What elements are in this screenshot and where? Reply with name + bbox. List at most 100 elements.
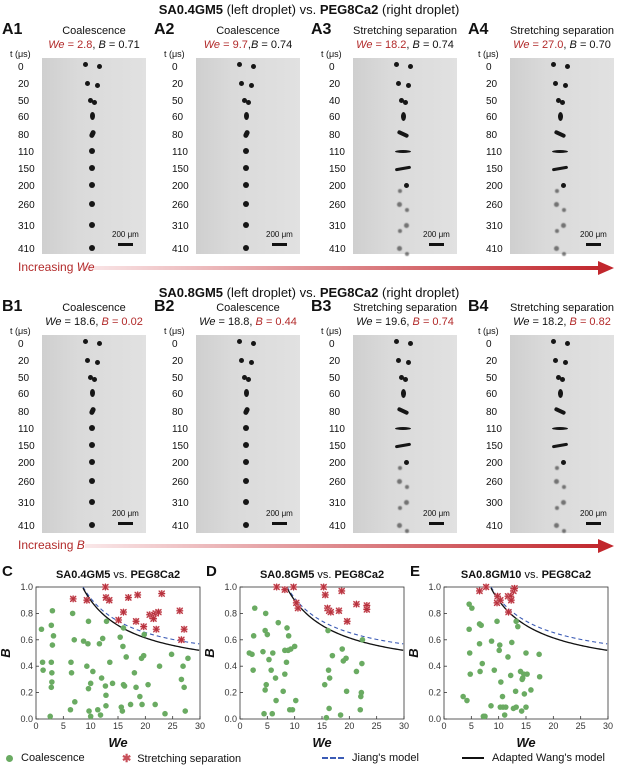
regime-label: Stretching separation xyxy=(510,302,614,314)
droplet xyxy=(238,80,244,86)
time-stamp: 410 xyxy=(172,244,189,255)
droplet xyxy=(407,340,413,346)
coalescence-point xyxy=(85,640,91,647)
separator: , xyxy=(247,39,251,51)
asterisk-marker xyxy=(482,583,490,591)
droplet xyxy=(564,63,570,69)
row-a-left-material: SA0.4GM5 xyxy=(158,2,224,17)
time-axis-label: t (μs) xyxy=(478,49,499,59)
arrow-head-icon xyxy=(598,539,614,553)
droplet xyxy=(243,182,249,188)
time-stamp: 110 xyxy=(329,424,345,435)
time-stamp: 50 xyxy=(486,373,498,384)
coalescence-point xyxy=(121,683,128,689)
scatter-plot: 0 5 10 15 20 25 30 0.0 0.2 0.4 0.6 0.8 1.0 We B xyxy=(406,582,613,750)
stretching-separation-point xyxy=(494,592,502,600)
coalescence-point xyxy=(180,663,186,669)
stretching-separation-point xyxy=(327,608,335,616)
stretching-separation-point xyxy=(507,596,515,604)
time-stamp: 260 xyxy=(486,200,503,211)
coalescence-point xyxy=(261,710,267,717)
droplet xyxy=(91,99,97,105)
coalescence-point xyxy=(498,679,504,685)
scale-bar xyxy=(586,243,601,246)
coalescence-point xyxy=(84,663,90,669)
asterisk-marker xyxy=(140,623,148,631)
time-stamp: 310 xyxy=(18,221,35,232)
coalescence-point xyxy=(272,675,279,681)
row-b-title-text: (left droplet) vs. xyxy=(223,285,320,300)
time-stamps: 0 20 50 60 80 110 150 200 260 310 410 xyxy=(18,335,48,533)
coalescence-point xyxy=(523,704,529,710)
droplet xyxy=(241,374,247,380)
droplet xyxy=(555,374,561,380)
stretching-separation-point xyxy=(352,600,360,608)
coalescence-point xyxy=(107,659,113,666)
droplet xyxy=(242,406,250,416)
coalescence-point xyxy=(119,708,126,714)
droplet xyxy=(407,63,413,69)
coalescence-point xyxy=(478,622,484,629)
high-speed-image-sequence: 200 μm xyxy=(42,335,146,533)
asterisk-marker xyxy=(115,616,123,624)
time-stamp: 150 xyxy=(486,441,503,452)
droplet xyxy=(562,82,568,88)
droplet xyxy=(555,506,559,510)
stretching-separation-point xyxy=(338,587,346,595)
coalescence-point xyxy=(326,675,333,681)
time-stamp: 300 xyxy=(486,498,503,509)
arrow-b-label-var: B xyxy=(76,538,85,552)
droplet xyxy=(84,357,90,363)
coalescence-point xyxy=(249,651,255,658)
droplet xyxy=(553,201,559,207)
asterisk-marker xyxy=(321,591,329,599)
x-axis-label: We xyxy=(108,735,127,750)
arrow-b-label: Increasing B xyxy=(18,538,85,552)
regime-label: Stretching separation xyxy=(353,302,457,314)
time-stamp: 20 xyxy=(172,356,184,367)
time-stamp: 200 xyxy=(18,181,35,192)
time-stamp: 200 xyxy=(18,458,35,469)
coalescence-point xyxy=(99,635,106,642)
time-axis-label: t (μs) xyxy=(10,326,31,336)
solid-line-icon xyxy=(462,757,484,760)
droplet xyxy=(89,201,95,207)
coalescence-point xyxy=(50,633,57,639)
chart-title: SA0.4GM5 vs. PEG8Ca2 xyxy=(28,569,208,581)
regime-label: Coalescence xyxy=(62,25,126,37)
droplet xyxy=(241,97,247,103)
x-tick-label: 25 xyxy=(576,721,586,731)
asterisk-marker xyxy=(83,596,91,604)
time-stamp: 260 xyxy=(329,200,346,211)
time-stamp: 200 xyxy=(329,458,346,469)
droplet xyxy=(562,252,566,256)
time-stamp: 20 xyxy=(329,356,341,367)
droplet xyxy=(550,61,556,67)
stretching-separation-point xyxy=(294,604,302,612)
legend-coalescence: Coalescence xyxy=(6,752,85,764)
droplet xyxy=(398,506,402,510)
time-stamp: 410 xyxy=(18,521,35,532)
time-stamp: 20 xyxy=(486,79,498,90)
chart-title-material1: SA0.4GM5 xyxy=(55,569,111,581)
time-stamps: 0 20 50 60 80 110 150 200 260 310 410 xyxy=(18,58,48,255)
droplet xyxy=(559,99,565,105)
time-axis-label: t (μs) xyxy=(321,49,342,59)
regime-label: Coalescence xyxy=(62,302,126,314)
scale-bar-label: 200 μm xyxy=(423,230,450,239)
droplet xyxy=(403,222,409,228)
droplet xyxy=(560,459,566,465)
droplet xyxy=(91,376,97,382)
increasing-we-arrow xyxy=(82,266,602,270)
weber-number: We = 18.6 xyxy=(45,316,96,328)
time-stamp: 260 xyxy=(18,477,35,488)
coalescence-point xyxy=(102,683,109,689)
time-stamp: 80 xyxy=(486,130,498,141)
regime-label: Coalescence xyxy=(216,302,280,314)
time-stamp: 110 xyxy=(172,147,188,158)
separator: , xyxy=(95,316,102,328)
time-stamp: 150 xyxy=(172,164,189,175)
regime-label: Coalescence xyxy=(216,25,280,37)
impact-parameter: B = 0.02 xyxy=(101,316,143,328)
droplet xyxy=(553,522,559,528)
